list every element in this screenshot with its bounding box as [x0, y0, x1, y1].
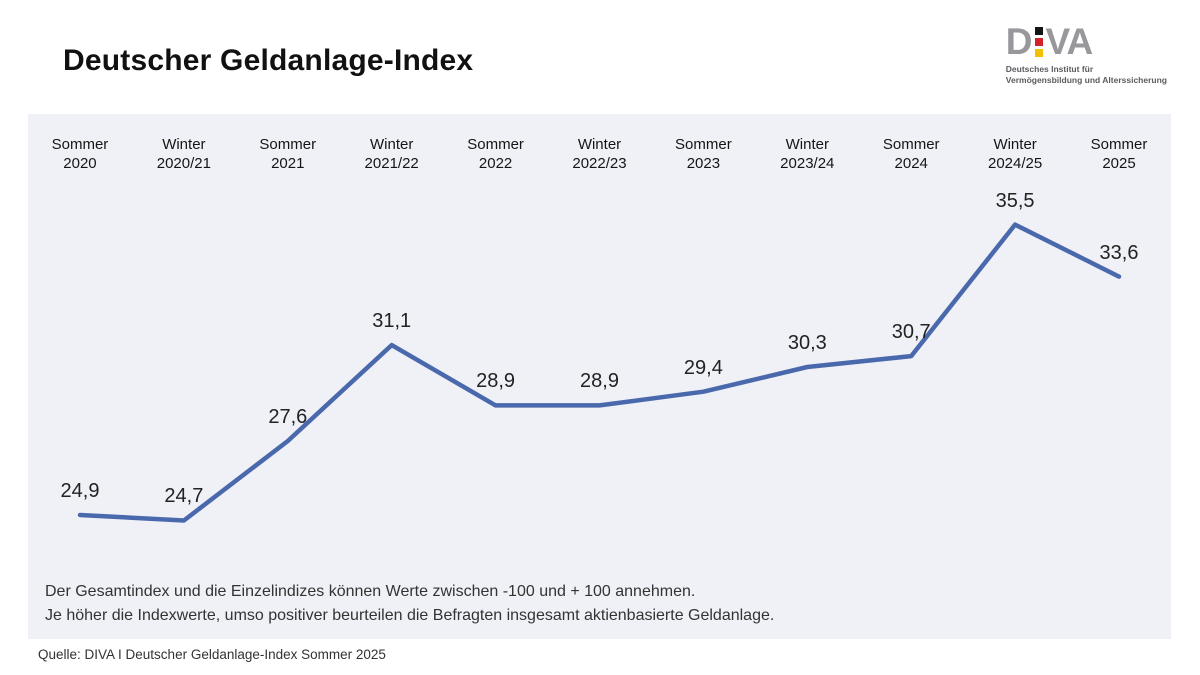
- data-point-label: 30,3: [787, 332, 827, 355]
- logo-letter-d: D: [1005, 21, 1033, 62]
- source-line: Quelle: DIVA I Deutscher Geldanlage-Inde…: [38, 647, 386, 662]
- x-axis-label: Sommer 2021: [259, 136, 317, 172]
- data-point-label: 28,9: [580, 370, 619, 393]
- x-axis-label: Sommer 2025: [1090, 136, 1148, 172]
- diva-logo-wordmark: D VA: [1005, 21, 1167, 62]
- x-axis-label: Winter 2022/23: [572, 136, 627, 172]
- x-axis-label: Winter 2020/21: [156, 136, 211, 172]
- footnote-line1: Der Gesamtindex und die Einzelindizes kö…: [45, 583, 696, 600]
- logo-subtitle-line2: Vermögensbildung und Alterssicherung: [1005, 75, 1167, 86]
- chart-footnote: Der Gesamtindex und die Einzelindizes kö…: [45, 580, 774, 628]
- x-axis-labels: Sommer 2020 Winter 2020/21 Sommer 2021 Winter 2…: [28, 135, 1171, 173]
- data-point-label: 24,7: [164, 485, 204, 508]
- index-line-series: [77, 222, 1122, 523]
- x-axis-label: Sommer 2023: [675, 136, 732, 172]
- diva-logo: D VA Deutsches Institut für Vermögensbil…: [1005, 21, 1167, 87]
- logo-subtitle: Deutsches Institut für Vermögensbildung …: [1006, 64, 1167, 87]
- x-axis-label: Sommer 2022: [467, 136, 524, 172]
- german-flag-icon: [1034, 27, 1043, 57]
- data-point-label: 31,1: [372, 310, 412, 333]
- logo-letters-va: VA: [1045, 21, 1094, 62]
- flag-gold-square: [1034, 49, 1043, 57]
- data-point-label: 28,9: [476, 370, 516, 393]
- x-axis-label: Sommer 2024: [882, 136, 940, 172]
- data-point-label: 33,6: [1099, 241, 1139, 264]
- page-title: Deutscher Geldanlage-Index: [63, 44, 474, 77]
- logo-subtitle-line1: Deutsches Institut für: [1005, 63, 1094, 74]
- data-point-label: 24,9: [60, 480, 100, 502]
- flag-black-square: [1034, 27, 1043, 35]
- data-point-label: 27,6: [268, 406, 308, 429]
- x-axis-label: Winter 2024/25: [987, 136, 1043, 172]
- flag-red-square: [1034, 38, 1043, 46]
- line-chart: [77, 222, 1122, 523]
- x-axis-label: Winter 2021/22: [364, 136, 419, 172]
- data-point-label: 30,7: [891, 321, 931, 344]
- chart-panel: Sommer 2020 Winter 2020/21 Sommer 2021 Winter 2…: [28, 114, 1171, 639]
- x-axis-label: Winter 2023/24: [780, 136, 835, 172]
- data-point-label: 29,4: [683, 356, 723, 379]
- x-axis-label: Sommer 2020: [51, 136, 109, 172]
- footnote-line2: Je höher die Indexwerte, umso positiver …: [45, 607, 775, 624]
- data-point-label: 35,5: [995, 189, 1035, 212]
